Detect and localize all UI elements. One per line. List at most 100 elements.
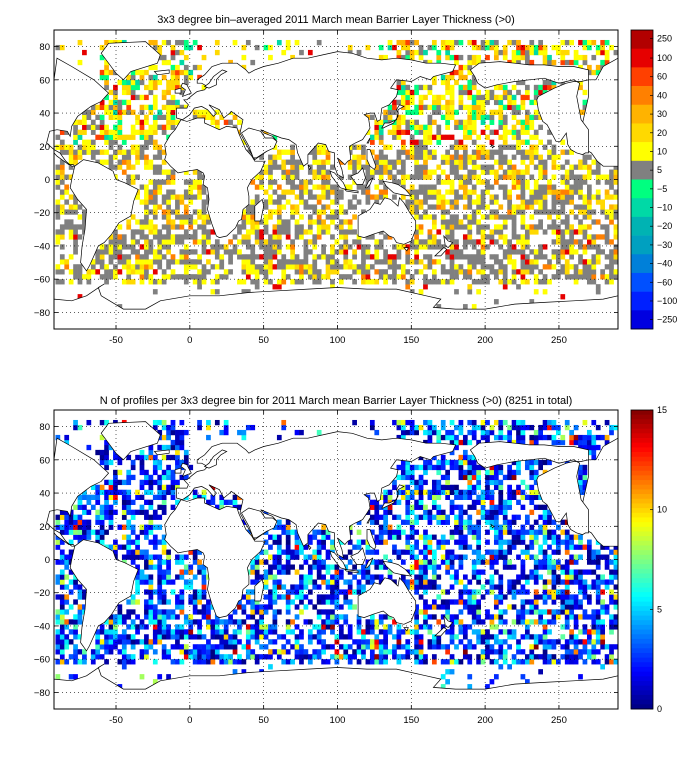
- data-cell: [175, 199, 180, 205]
- data-cell: [458, 164, 464, 170]
- data-cell: [223, 244, 229, 250]
- data-cell: [396, 634, 402, 640]
- data-cell: [272, 199, 278, 205]
- data-cell: [378, 514, 384, 520]
- data-cell: [254, 224, 260, 230]
- data-cell: [511, 564, 517, 570]
- data-cell: [454, 39, 459, 46]
- data-cell: [392, 264, 397, 270]
- data-cell: [281, 279, 287, 285]
- data-cell: [104, 129, 109, 135]
- data-cell: [99, 534, 105, 540]
- data-cell: [454, 614, 459, 620]
- data-cell: [485, 684, 490, 690]
- data-cell: [64, 619, 70, 625]
- data-cell: [569, 229, 575, 235]
- data-cell: [126, 179, 132, 185]
- data-cell: [210, 644, 216, 650]
- data-cell: [555, 254, 561, 260]
- data-cell: [254, 619, 260, 625]
- data-cell: [95, 254, 101, 260]
- data-cell: [507, 634, 512, 640]
- data-cell: [454, 264, 459, 270]
- data-cell: [414, 199, 419, 205]
- data-cell: [241, 609, 247, 615]
- data-cell: [454, 224, 459, 230]
- data-cell: [600, 624, 606, 630]
- data-cell: [179, 49, 185, 56]
- data-cell: [121, 234, 127, 240]
- data-cell: [86, 534, 92, 540]
- data-cell: [436, 644, 442, 650]
- data-cell: [139, 134, 145, 140]
- data-cell: [613, 244, 619, 250]
- data-cell: [467, 264, 473, 270]
- data-cell: [533, 129, 539, 135]
- data-cell: [600, 209, 606, 215]
- data-cell: [423, 104, 428, 111]
- data-cell: [591, 609, 597, 615]
- data-cell: [445, 609, 450, 615]
- data-cell: [157, 514, 163, 520]
- data-cell: [121, 244, 127, 250]
- data-cell: [423, 94, 428, 101]
- data-cell: [414, 259, 419, 265]
- data-cell: [414, 519, 419, 525]
- data-cell: [418, 144, 424, 150]
- data-cell: [467, 544, 473, 550]
- data-cell: [533, 164, 539, 170]
- data-cell: [334, 654, 340, 660]
- data-cell: [462, 184, 468, 190]
- data-cell: [121, 254, 127, 260]
- data-cell: [462, 649, 468, 655]
- data-cell: [524, 634, 530, 640]
- y-tick-label: −40: [34, 241, 50, 252]
- data-cell: [183, 644, 189, 650]
- data-cell: [374, 134, 380, 140]
- data-cell: [77, 129, 83, 135]
- data-cell: [529, 299, 535, 305]
- data-cell: [170, 504, 176, 510]
- data-cell: [259, 609, 264, 615]
- data-cell: [183, 249, 189, 255]
- data-cell: [126, 539, 132, 545]
- data-cell: [467, 229, 473, 235]
- data-cell: [276, 594, 282, 600]
- data-cell: [573, 624, 579, 630]
- data-cell: [485, 44, 490, 51]
- data-cell: [263, 264, 269, 270]
- data-cell: [365, 629, 371, 635]
- data-cell: [77, 269, 83, 275]
- data-cell: [166, 264, 171, 270]
- data-cell: [383, 169, 388, 175]
- data-cell: [613, 49, 619, 56]
- data-cell: [418, 204, 424, 210]
- data-cell: [436, 164, 442, 170]
- data-cell: [591, 559, 597, 565]
- data-cell: [312, 634, 318, 640]
- data-cell: [409, 204, 415, 210]
- data-cell: [228, 249, 233, 255]
- data-cell: [458, 119, 464, 125]
- data-cell: [449, 499, 455, 505]
- data-cell: [573, 659, 579, 665]
- data-cell: [507, 584, 512, 590]
- data-cell: [462, 134, 468, 140]
- data-cell: [400, 79, 406, 86]
- data-cell: [542, 599, 548, 605]
- data-cell: [498, 109, 504, 116]
- data-cell: [90, 109, 96, 116]
- data-cell: [161, 214, 167, 220]
- data-cell: [609, 259, 614, 265]
- data-cell: [73, 239, 78, 245]
- data-cell: [378, 639, 384, 645]
- data-cell: [130, 599, 136, 605]
- data-cell: [245, 654, 251, 660]
- data-cell: [99, 264, 105, 270]
- data-cell: [170, 194, 176, 200]
- data-cell: [130, 634, 136, 640]
- data-cell: [400, 549, 406, 555]
- colorbar-swatch: [631, 310, 653, 330]
- data-cell: [516, 149, 521, 155]
- data-cell: [595, 249, 601, 255]
